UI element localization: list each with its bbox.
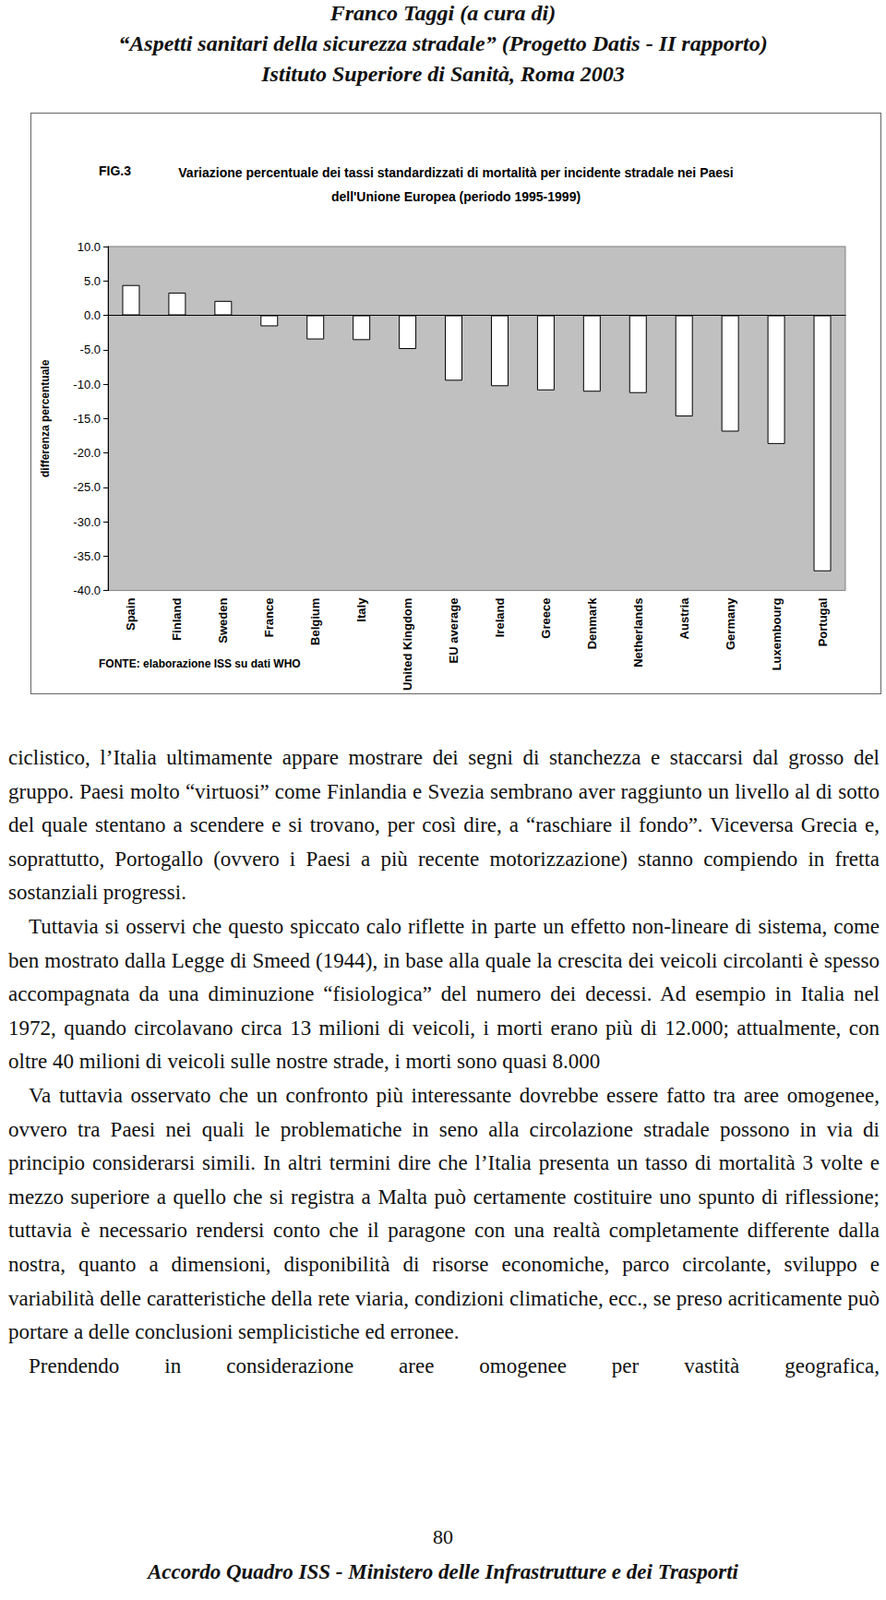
svg-text:Belgium: Belgium xyxy=(308,598,323,646)
svg-text:Sweden: Sweden xyxy=(215,598,230,644)
svg-text:-20.0: -20.0 xyxy=(72,445,101,460)
svg-text:FONTE: elaborazione ISS su dat: FONTE: elaborazione ISS su dati WHO xyxy=(98,657,301,671)
svg-text:Spain: Spain xyxy=(123,598,138,631)
svg-text:France: France xyxy=(262,598,276,638)
html-text:Tuttavia si osservi che questo: Tuttavia si osservi che questo spiccato … xyxy=(8,914,880,1073)
html-text:“Aspetti sanitari della sicure: “Aspetti sanitari della sicurezza strada… xyxy=(118,31,768,56)
svg-text:-10.0: -10.0 xyxy=(72,377,101,392)
svg-text:-30.0: -30.0 xyxy=(72,514,101,529)
svg-text:Italy: Italy xyxy=(354,597,369,623)
svg-text:Denmark: Denmark xyxy=(585,597,599,649)
svg-text:0.0: 0.0 xyxy=(83,308,101,323)
html-text:Prendendo in considerazione ar: Prendendo in considerazione aree omogene… xyxy=(28,1353,880,1377)
html-text:Va tuttavia osservato che un c: Va tuttavia osservato che un confronto p… xyxy=(8,1083,880,1343)
svg-text:Netherlands: Netherlands xyxy=(631,598,646,668)
svg-text:FIG.3: FIG.3 xyxy=(98,163,132,179)
html-text:Istituto Superiore di Sanità,: Istituto Superiore di Sanità, Roma 2003 xyxy=(261,61,625,86)
svg-text:differenza percentuale: differenza percentuale xyxy=(38,359,52,478)
svg-text:-5.0: -5.0 xyxy=(80,342,101,357)
svg-text:Variazione percentuale dei tas: Variazione percentuale dei tassi standar… xyxy=(178,165,733,180)
svg-text:Luxembourg: Luxembourg xyxy=(769,598,784,671)
html-text:Accordo Quadro ISS - Ministero: Accordo Quadro ISS - Ministero delle Inf… xyxy=(147,1559,739,1583)
svg-text:Finland: Finland xyxy=(169,598,184,641)
svg-text:-40.0: -40.0 xyxy=(72,583,101,598)
html-text:80: 80 xyxy=(432,1524,454,1548)
svg-text:-25.0: -25.0 xyxy=(72,479,101,494)
html-text:ciclistico, l’Italia ultimamen: ciclistico, l’Italia ultimamente appare … xyxy=(8,745,880,904)
svg-text:5.0: 5.0 xyxy=(83,274,101,288)
svg-text:Greece: Greece xyxy=(538,598,553,639)
html-text:Franco Taggi (a cura di): Franco Taggi (a cura di) xyxy=(330,0,556,25)
svg-text:United Kingdom: United Kingdom xyxy=(400,598,415,691)
svg-text:Austria: Austria xyxy=(677,597,692,640)
svg-text:Portugal: Portugal xyxy=(815,598,830,647)
svg-text:Germany: Germany xyxy=(723,597,738,650)
svg-text:dell'Unione Europea (periodo 1: dell'Unione Europea (periodo 1995-1999) xyxy=(331,189,581,204)
svg-text:EU average: EU average xyxy=(446,598,461,664)
svg-text:Ireland: Ireland xyxy=(492,598,507,638)
svg-text:-35.0: -35.0 xyxy=(72,549,101,563)
svg-text:10.0: 10.0 xyxy=(77,239,101,254)
svg-text:-15.0: -15.0 xyxy=(72,411,101,426)
